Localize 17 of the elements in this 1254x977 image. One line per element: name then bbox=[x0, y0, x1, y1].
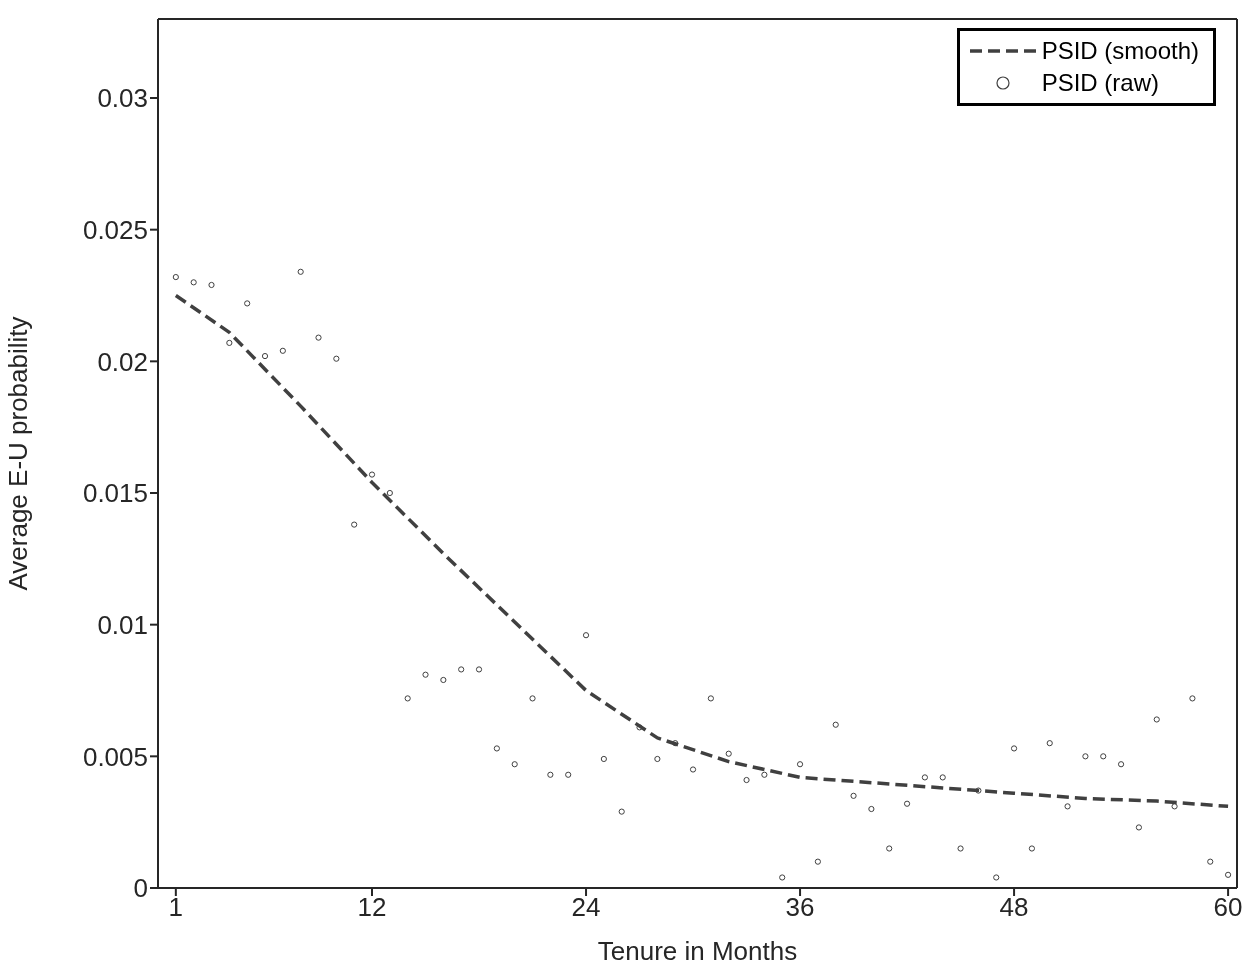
x-axis-title: Tenure in Months bbox=[597, 936, 798, 966]
x-tick-label: 36 bbox=[785, 892, 815, 923]
y-tick-label: 0 bbox=[133, 873, 148, 904]
y-tick-label: 0.01 bbox=[97, 609, 148, 640]
y-tick-label: 0.025 bbox=[82, 214, 148, 245]
x-tick-label: 48 bbox=[999, 892, 1029, 923]
x-tick-label: 60 bbox=[1213, 892, 1243, 923]
x-tick-label: 12 bbox=[357, 892, 387, 923]
legend-label: PSID (smooth) bbox=[1041, 37, 1199, 65]
x-tick-label: 1 bbox=[168, 892, 184, 923]
legend-label: PSID (raw) bbox=[1041, 69, 1159, 97]
y-axis-title: Average E-U probability bbox=[3, 316, 34, 591]
y-tick-label: 0.015 bbox=[82, 478, 148, 509]
y-tick-label: 0.03 bbox=[97, 83, 148, 114]
y-tick-label: 0.02 bbox=[97, 346, 148, 377]
y-tick-label: 0.005 bbox=[82, 741, 148, 772]
x-tick-label: 24 bbox=[571, 892, 601, 923]
